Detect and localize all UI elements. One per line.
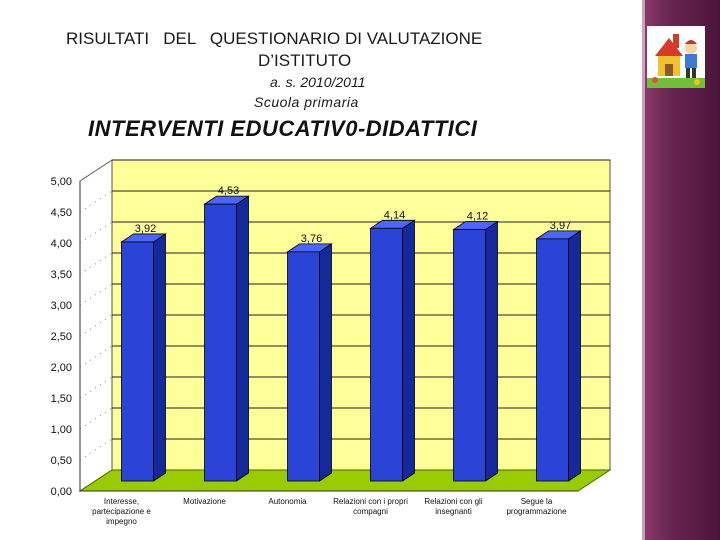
gridline-side bbox=[79, 190, 113, 213]
x-tick-label: compagni bbox=[353, 507, 388, 516]
y-tick-label: 2,50 bbox=[51, 331, 72, 343]
data-label: 3,76 bbox=[301, 233, 322, 245]
data-label: 4,12 bbox=[467, 211, 488, 223]
x-tick-label: Relazioni con gli bbox=[424, 497, 482, 506]
bar-side bbox=[402, 219, 415, 482]
section-heading: INTERVENTI EDUCATIV0-DIDATTICI bbox=[88, 116, 478, 141]
y-tick-label: 4,00 bbox=[51, 238, 72, 250]
bar bbox=[121, 241, 154, 482]
x-tick-label: Interesse, bbox=[104, 497, 139, 506]
gridline-side bbox=[79, 438, 113, 461]
data-label: 4,53 bbox=[218, 185, 239, 197]
school-children-logo-icon bbox=[647, 26, 705, 88]
gridline-side bbox=[79, 159, 113, 182]
bar-chart: 0,00 0,50 1,00 1,50 2,00 2,50 3,00 3,50 4,00 4,50… bbox=[51, 159, 612, 526]
bar-side bbox=[485, 220, 498, 482]
x-tick-label: programmazione bbox=[506, 507, 567, 516]
y-tick-label: 3,00 bbox=[51, 300, 72, 312]
bar bbox=[453, 229, 486, 482]
y-tick-label: 3,50 bbox=[51, 269, 72, 281]
x-tick-label: partecipazione e bbox=[92, 507, 151, 516]
y-tick-label: 0,00 bbox=[51, 486, 72, 498]
bar-side bbox=[568, 230, 581, 482]
title-line-1: RISULTATI DEL QUESTIONARIO DI VALUTAZION… bbox=[66, 29, 483, 48]
gridline-side bbox=[79, 376, 113, 399]
sidebar-decoration bbox=[642, 0, 720, 540]
bar bbox=[287, 251, 320, 482]
bar bbox=[204, 203, 237, 482]
bar-side bbox=[236, 195, 249, 482]
y-tick-label: 1,00 bbox=[51, 424, 72, 436]
bar-side bbox=[153, 233, 166, 482]
y-tick-label: 4,50 bbox=[51, 207, 72, 219]
y-tick-label: 1,50 bbox=[51, 393, 72, 405]
gridline-side bbox=[79, 314, 113, 337]
school-year: a. s. 2010/2011 bbox=[270, 74, 366, 90]
x-tick-label: impegno bbox=[106, 517, 137, 526]
y-tick-label: 5,00 bbox=[51, 176, 72, 188]
x-tick-label: Relazioni con i propri bbox=[333, 497, 408, 506]
bar bbox=[536, 238, 569, 482]
data-label: 3,97 bbox=[550, 220, 571, 232]
x-tick-label: insegnanti bbox=[435, 507, 472, 516]
title-line-2: D’ISTITUTO bbox=[258, 51, 352, 70]
x-tick-label: Segue la bbox=[521, 497, 553, 506]
y-tick-label: 0,50 bbox=[51, 455, 72, 467]
gridline-side bbox=[79, 345, 113, 368]
gridline-side bbox=[79, 252, 113, 275]
bar-side bbox=[319, 243, 332, 482]
x-tick-label: Autonomia bbox=[268, 497, 307, 506]
gridline-side bbox=[79, 283, 113, 306]
school-level: Scuola primaria bbox=[254, 94, 359, 110]
x-tick-label: Motivazione bbox=[183, 497, 226, 506]
plot-side-wall bbox=[79, 159, 113, 492]
gridline-side bbox=[79, 407, 113, 430]
bar bbox=[370, 227, 403, 482]
data-label: 4,14 bbox=[384, 209, 405, 221]
page-title: RISULTATI DEL QUESTIONARIO DI VALUTAZION… bbox=[60, 28, 580, 72]
y-tick-label: 2,00 bbox=[51, 362, 72, 374]
data-label: 3,92 bbox=[135, 223, 156, 235]
gridline-side bbox=[79, 221, 113, 244]
